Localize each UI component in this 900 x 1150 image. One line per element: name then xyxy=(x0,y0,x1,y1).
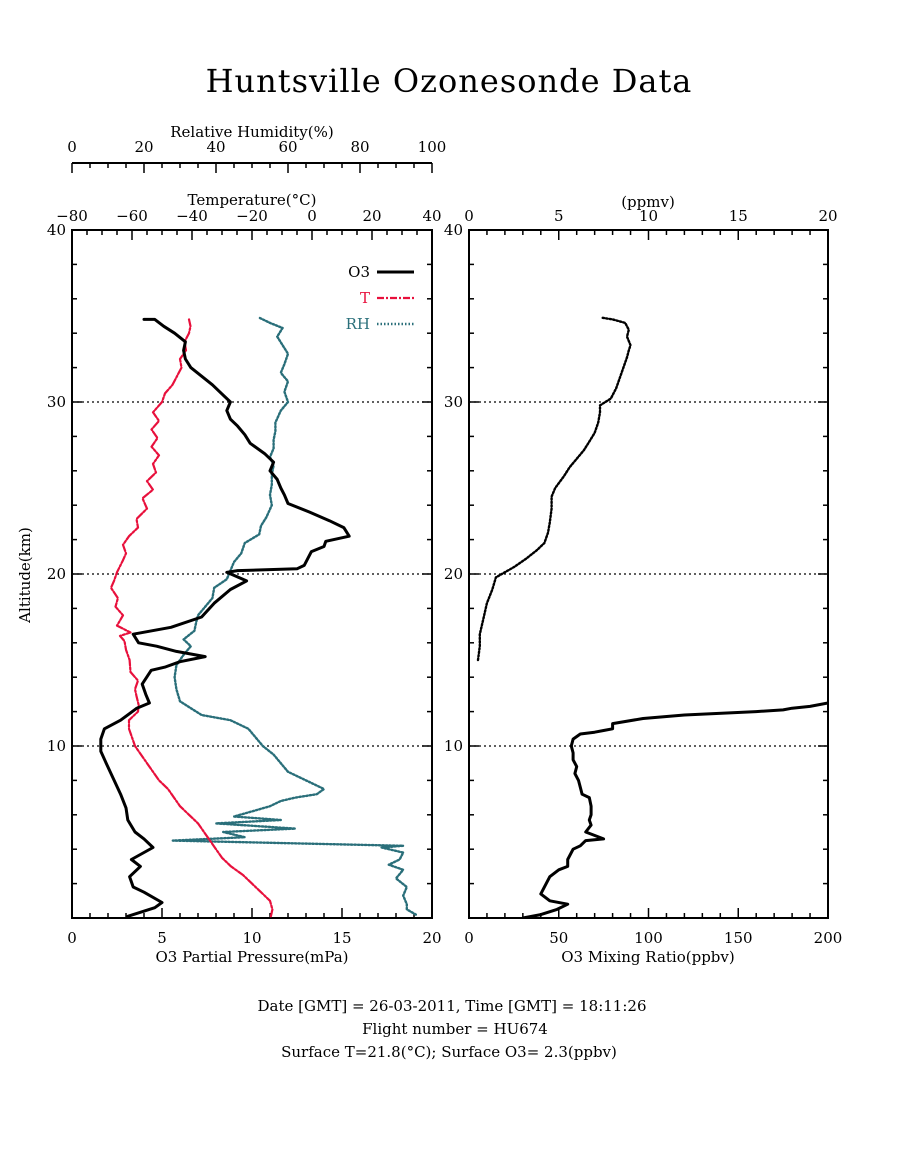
legend-label-o3: O3 xyxy=(348,263,370,281)
right-panel-ytick-label: 30 xyxy=(444,393,463,411)
left-panel-ytick-label: 30 xyxy=(47,393,66,411)
relative-humidity-label: Relative Humidity(%) xyxy=(170,123,333,141)
series-mixing-ratio-strato-line xyxy=(476,316,632,662)
temp-xtick-label: −40 xyxy=(176,207,208,225)
mixing-ratio-xtick-label: 200 xyxy=(814,929,843,947)
chart-title: Huntsville Ozonesonde Data xyxy=(206,62,693,100)
o3-partial-pressure-label: O3 Partial Pressure(mPa) xyxy=(155,948,348,966)
o3-mixing-ratio-label: O3 Mixing Ratio(ppbv) xyxy=(561,948,734,966)
o3pp-xtick-label: 0 xyxy=(67,929,77,947)
o3pp-xtick-label: 5 xyxy=(157,929,167,947)
footer-date-time: Date [GMT] = 26-03-2011, Time [GMT] = 18… xyxy=(257,997,646,1015)
temperature-label: Temperature(°C) xyxy=(188,191,317,209)
temp-xtick-label: −80 xyxy=(56,207,88,225)
o3pp-xtick-label: 15 xyxy=(332,929,351,947)
right-panel-ytick-label: 40 xyxy=(444,221,463,239)
ppmv-xtick-label: 0 xyxy=(464,207,474,225)
temp-xtick-label: 0 xyxy=(307,207,317,225)
o3pp-xtick-label: 10 xyxy=(242,929,261,947)
legend: O3 T RH xyxy=(346,263,414,333)
temp-xtick-label: 20 xyxy=(362,207,381,225)
temp-xtick-label: −60 xyxy=(116,207,148,225)
flight-info-footer: Date [GMT] = 26-03-2011, Time [GMT] = 18… xyxy=(257,997,646,1061)
mixing-ratio-xtick-label: 150 xyxy=(724,929,753,947)
ppmv-xtick-label: 15 xyxy=(729,207,748,225)
rh-xtick-label: 40 xyxy=(206,138,225,156)
mixing-ratio-xtick-label: 50 xyxy=(549,929,568,947)
left-panel-ytick-label: 40 xyxy=(47,221,66,239)
rh-xtick-label: 20 xyxy=(134,138,153,156)
mixing-ratio-xtick-label: 0 xyxy=(464,929,474,947)
footer-surface-values: Surface T=21.8(°C); Surface O3= 2.3(ppbv… xyxy=(281,1043,617,1061)
legend-label-t: T xyxy=(360,289,370,307)
altitude-label: Altitude(km) xyxy=(16,527,34,624)
temp-xtick-label: −20 xyxy=(236,207,268,225)
ppmv-xtick-label: 5 xyxy=(554,207,564,225)
left-panel-ytick-label: 10 xyxy=(47,737,66,755)
rh-xtick-label: 100 xyxy=(418,138,447,156)
temp-xtick-label: 40 xyxy=(422,207,441,225)
o3pp-xtick-label: 20 xyxy=(422,929,441,947)
right-panel-ytick-label: 20 xyxy=(444,565,463,583)
ppmv-xtick-label: 10 xyxy=(639,207,658,225)
legend-label-rh: RH xyxy=(346,315,370,333)
mixing-ratio-xtick-label: 100 xyxy=(634,929,663,947)
right-panel-ytick-label: 10 xyxy=(444,737,463,755)
left-panel-ytick-label: 20 xyxy=(47,565,66,583)
footer-flight-number: Flight number = HU674 xyxy=(362,1020,548,1038)
ppmv-xtick-label: 20 xyxy=(818,207,837,225)
series-rh-line xyxy=(171,316,417,916)
ppmv-label: (ppmv) xyxy=(621,193,675,211)
rh-xtick-label: 0 xyxy=(67,138,77,156)
series-t-line xyxy=(109,318,274,918)
rh-xtick-label: 60 xyxy=(278,138,297,156)
series-o3-line xyxy=(99,317,351,918)
left-panel: 10 20 30 40 0 5 10 15 20 −80 −60 −40 −20 0 20 40 0 20 40 60… xyxy=(16,123,446,966)
series-mixing-ratio-tropo-line xyxy=(521,701,828,918)
rh-xtick-label: 80 xyxy=(350,138,369,156)
